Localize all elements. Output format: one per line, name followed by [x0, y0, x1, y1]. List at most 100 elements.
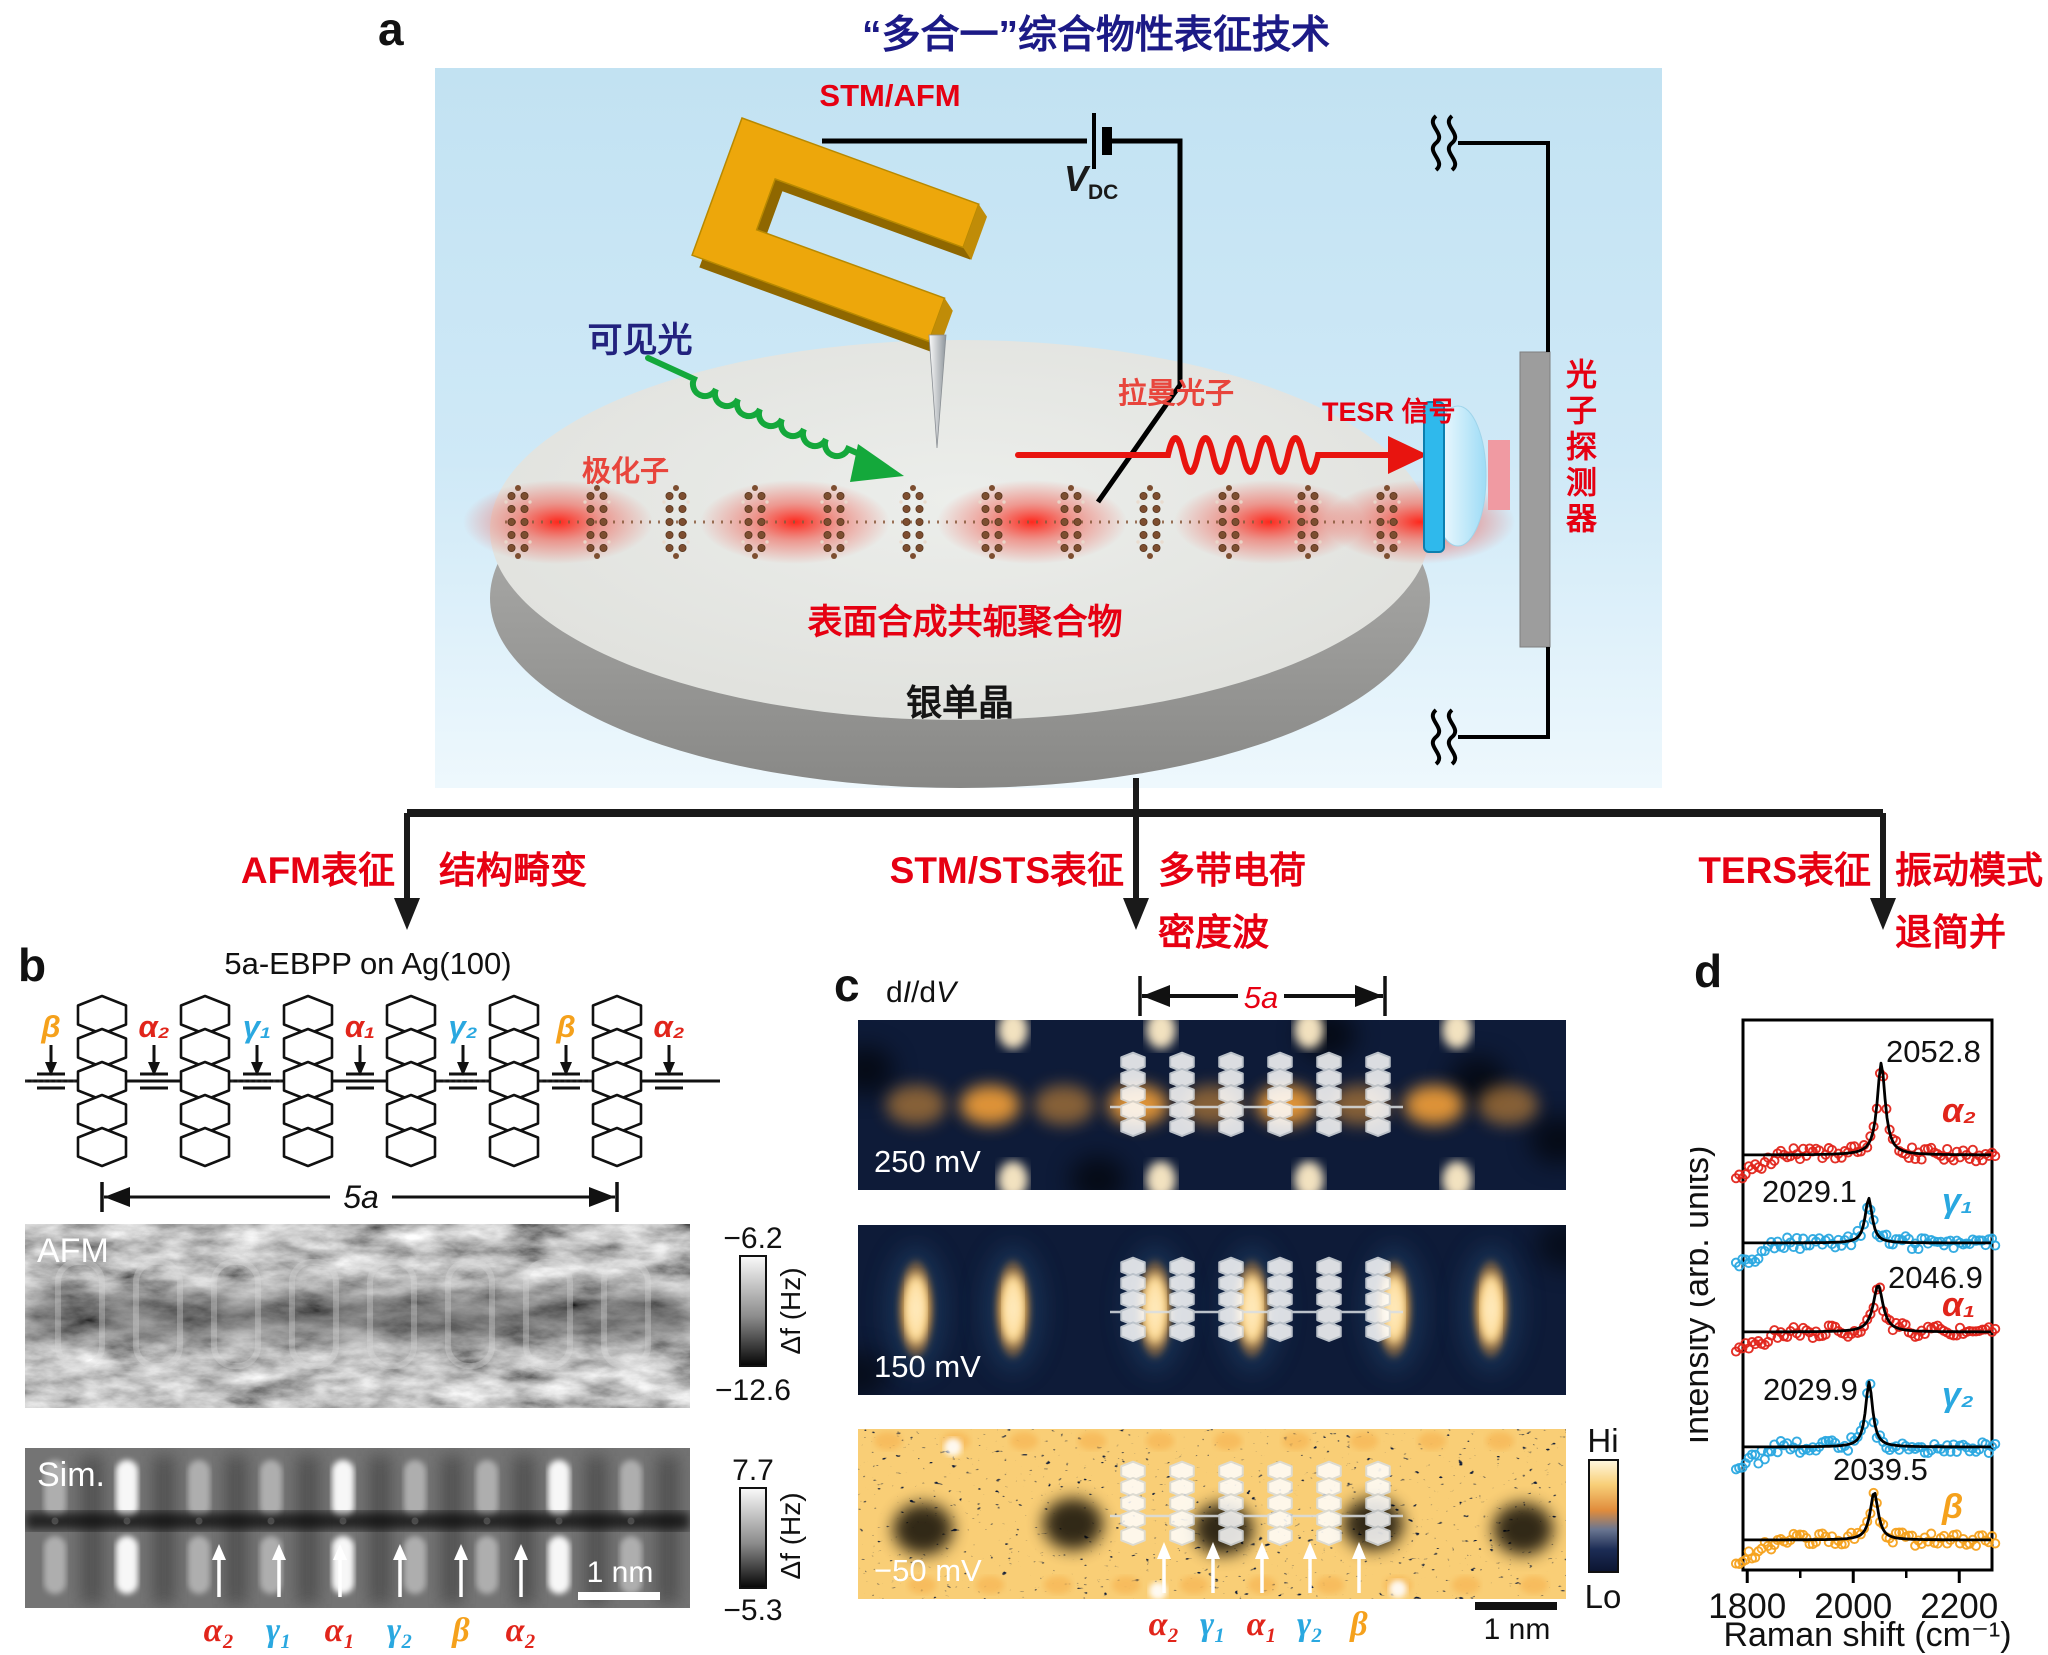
map-site-label-β: β	[1350, 1606, 1368, 1643]
bond-label: α₂	[138, 1009, 169, 1044]
series-name-label: α₂	[1942, 1092, 1976, 1130]
sim-lobe	[476, 1536, 498, 1594]
bond-pointer-head	[663, 1062, 675, 1076]
lorentzian-fit	[1743, 1492, 1991, 1542]
pentacene-column	[488, 994, 540, 1168]
map-oval-core	[906, 1275, 926, 1343]
sim-scalebar	[578, 1592, 660, 1600]
overlay-column	[1267, 1051, 1293, 1137]
series-name-label: β	[1941, 1488, 1963, 1526]
site-arrow-head	[1206, 1542, 1220, 1559]
photon-detector-plate	[1519, 351, 1551, 648]
sim-lobe	[548, 1460, 570, 1518]
sim-lobe	[44, 1460, 66, 1518]
bond-label: α₂	[653, 1009, 684, 1044]
molecule-unit	[1057, 485, 1085, 559]
spectrum-α₁: 2046.9α₁	[1730, 1260, 2001, 1357]
sim-lobe	[548, 1536, 570, 1594]
afm-scale-min: −12.6	[715, 1374, 791, 1407]
map-bright-patch	[1418, 1432, 1446, 1450]
probe-label: STM/AFM	[819, 78, 961, 113]
data-point	[1756, 1246, 1767, 1257]
peak-value-label: 2039.5	[1833, 1452, 1928, 1487]
site-label-β: β	[452, 1612, 470, 1649]
sim-site-arrows	[212, 1544, 528, 1597]
branch-ters-result-2: 退简并	[1895, 912, 2006, 953]
map-hot-spot	[1442, 1020, 1472, 1049]
bias-circuit-wire	[822, 138, 1183, 504]
data-point	[1740, 1554, 1751, 1565]
site-arrow-head	[1157, 1542, 1171, 1559]
overlay-column	[1316, 1460, 1342, 1546]
map-site-label-γ₁: γ₁	[1200, 1606, 1226, 1643]
colorbar-hi-label: Hi	[1587, 1422, 1618, 1459]
battery-symbol	[1092, 113, 1112, 169]
site-arrow-head	[393, 1544, 407, 1560]
bond-label: α₁	[345, 1009, 375, 1044]
collection-lens-slab	[1423, 401, 1445, 553]
pentacene-column	[385, 994, 437, 1168]
bond-pointer-head	[45, 1062, 57, 1076]
map-bright-patch	[908, 1576, 936, 1594]
molecule-unit	[1215, 485, 1243, 559]
lorentzian-fit	[1743, 1196, 1991, 1245]
sim-lobe	[260, 1460, 282, 1518]
span-label-c: 5a	[1244, 980, 1278, 1015]
peak-value-label: 2046.9	[1888, 1260, 1983, 1295]
lorentzian-fit	[1743, 1284, 1991, 1334]
molecule-unit	[741, 485, 769, 559]
alkyne-linker	[140, 1072, 168, 1090]
map-hot-spot	[1389, 1580, 1407, 1598]
map-orange-blob	[960, 1085, 1020, 1125]
map-orange-blob	[886, 1085, 946, 1125]
overlay-column	[1316, 1051, 1342, 1137]
sim-scale-min: −5.3	[723, 1594, 782, 1627]
bond-label: γ₂	[448, 1009, 477, 1044]
sim-lobe	[188, 1536, 210, 1594]
branch-ters-method: TERS表征	[1698, 850, 1871, 891]
molecule-unit	[662, 485, 690, 559]
molecule-unit	[899, 485, 927, 559]
bond-pointer-head	[457, 1062, 469, 1076]
series-name-label: α₁	[1942, 1286, 1975, 1324]
map-dark-blob	[1043, 1498, 1103, 1550]
site-label-α₁: α₁	[324, 1612, 356, 1649]
didv-map-150mv	[858, 1225, 1566, 1395]
molecule-unit	[583, 485, 611, 559]
pentacene-column	[591, 994, 643, 1168]
instrument-schematic	[435, 68, 1662, 788]
branch-afm-result: 结构畸变	[439, 850, 587, 891]
afm-bright-speckles	[84, 1231, 667, 1401]
branch-ters-result-1: 振动模式	[1895, 850, 2043, 891]
panel-b-title: 5a-EBPP on Ag(100)	[224, 946, 512, 981]
map-dark-blob	[1530, 1116, 1566, 1164]
panel-a-label: a	[378, 3, 404, 55]
span-label-b: 5a	[343, 1179, 379, 1215]
detector-window	[1488, 440, 1510, 510]
overlay-column	[1365, 1256, 1391, 1342]
data-point	[1916, 1154, 1927, 1165]
map-hot-spot	[998, 1161, 1028, 1190]
data-point	[1913, 1243, 1924, 1255]
map-hot-spot	[1294, 1020, 1324, 1049]
didv-d1: d	[886, 976, 903, 1009]
bond-label: γ₁	[243, 1009, 271, 1044]
data-point	[1990, 1538, 2001, 1549]
map-site-label-α₂: α₂	[1148, 1606, 1180, 1643]
plot-frame	[1741, 1018, 1994, 1572]
lorentzian-fit	[1743, 1380, 1991, 1449]
map-bias-150: 150 mV	[874, 1349, 981, 1384]
afm-image-label: AFM	[37, 1232, 109, 1270]
map-hot-spot	[1146, 1020, 1176, 1049]
site-label-α₂: α₂	[203, 1612, 235, 1649]
map-bright-patch	[1520, 1576, 1548, 1594]
branch-arrows	[404, 813, 1886, 900]
visible-light-label: 可见光	[587, 321, 693, 360]
sim-lobe	[332, 1460, 354, 1518]
map-bright-patch	[1044, 1576, 1072, 1594]
molecule-unit	[1294, 485, 1322, 559]
sim-lobe	[404, 1460, 426, 1518]
map-hot-spot	[1442, 1161, 1472, 1190]
map-dark-blob	[1493, 1503, 1553, 1555]
